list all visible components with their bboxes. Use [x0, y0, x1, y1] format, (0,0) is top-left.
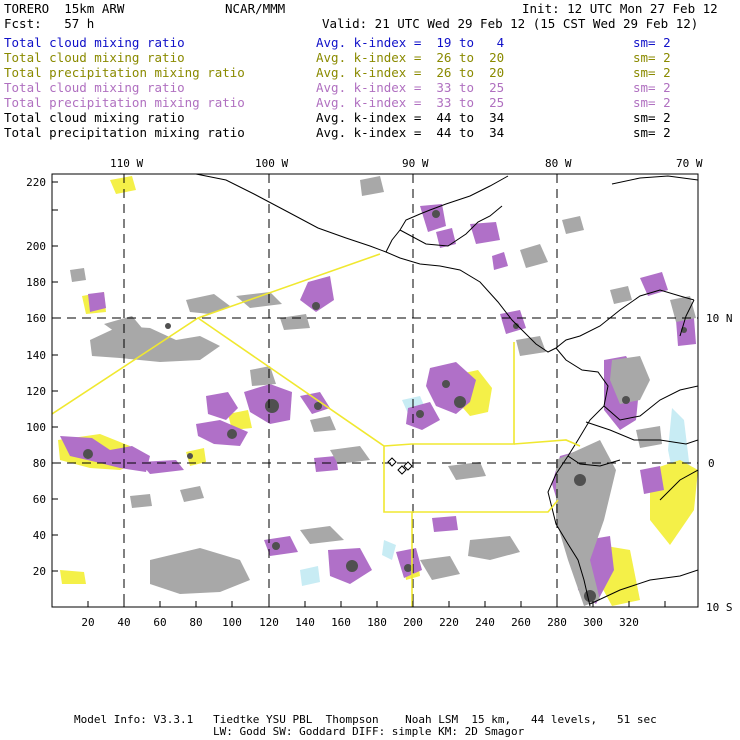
y-tick-label: 40: [33, 529, 46, 542]
x-tick-label: 80: [189, 616, 202, 629]
x-tick-label: 20: [81, 616, 94, 629]
legend-row-kindex: Avg. k-index = 26 to 20: [316, 50, 505, 65]
cloud-areas-gray: [70, 176, 696, 606]
x-tick-label: 300: [583, 616, 603, 629]
legend-row-field: Total cloud mixing ratio: [4, 50, 185, 65]
x-tick-label: 320: [619, 616, 639, 629]
forecast-hour: Fcst: 57 h: [4, 16, 95, 31]
x-tick-label: 200: [403, 616, 423, 629]
legend-row-sm: sm= 2: [633, 35, 671, 50]
map-content: [52, 174, 698, 607]
valid-time: Valid: 21 UTC Wed 29 Feb 12 (15 CST Wed …: [322, 16, 699, 31]
init-time: Init: 12 UTC Mon 27 Feb 12: [522, 1, 718, 16]
y-tick-label: 220: [26, 176, 46, 189]
legend-row-field: Total precipitation mixing ratio: [4, 65, 245, 80]
legend-row-sm: sm= 2: [633, 110, 671, 125]
model-title: TORERO 15km ARW: [4, 1, 125, 16]
y-tick-labels: 20 40 60 80 100 120 140 160 180 200 220: [26, 176, 46, 578]
legend-row-field: Total cloud mixing ratio: [4, 110, 185, 125]
lat-label: 10 S: [706, 601, 733, 614]
legend-row-kindex: Avg. k-index = 26 to 20: [316, 65, 505, 80]
legend-row-sm: sm= 2: [633, 80, 671, 95]
lat-lon-grid: [52, 174, 698, 607]
x-tick-label: 260: [511, 616, 531, 629]
lon-label: 110 W: [110, 157, 143, 170]
x-tick-label: 100: [222, 616, 242, 629]
legend-row-sm: sm= 2: [633, 65, 671, 80]
legend-row-kindex: Avg. k-index = 44 to 34: [316, 125, 505, 140]
precip-areas-purple: [60, 204, 696, 604]
y-tick-label: 180: [26, 276, 46, 289]
legend-row-field: Total precipitation mixing ratio: [4, 95, 245, 110]
x-tick-label: 120: [259, 616, 279, 629]
model-info-line2: LW: Godd SW: Goddard DIFF: simple KM: 2D…: [213, 725, 525, 738]
y-tick-label: 60: [33, 493, 46, 506]
legend-row-field: Total cloud mixing ratio: [4, 80, 185, 95]
x-tick-label: 280: [547, 616, 567, 629]
lat-label: 10 N: [706, 312, 733, 325]
x-tick-label: 60: [153, 616, 166, 629]
y-tick-label: 20: [33, 565, 46, 578]
y-tick-label: 100: [26, 421, 46, 434]
y-tick-label: 140: [26, 349, 46, 362]
organization: NCAR/MMM: [225, 1, 286, 16]
x-tick-label: 180: [367, 616, 387, 629]
x-tick-label: 40: [117, 616, 130, 629]
x-tick-label: 220: [439, 616, 459, 629]
analysis-boxes: [52, 253, 581, 607]
tick-marks: [52, 181, 666, 607]
legend-row-kindex: Avg. k-index = 44 to 34: [316, 110, 505, 125]
y-tick-label: 200: [26, 240, 46, 253]
lon-label: 80 W: [545, 157, 572, 170]
legend-row-kindex: Avg. k-index = 33 to 25: [316, 80, 505, 95]
y-tick-label: 120: [26, 385, 46, 398]
latitude-labels: 10 N 0 10 S: [706, 312, 733, 614]
legend-row-field: Total precipitation mixing ratio: [4, 125, 245, 140]
y-tick-label: 160: [26, 312, 46, 325]
lon-label: 90 W: [402, 157, 429, 170]
legend-row-kindex: Avg. k-index = 33 to 25: [316, 95, 505, 110]
legend-row-sm: sm= 2: [633, 125, 671, 140]
lat-label: 0: [708, 457, 715, 470]
lon-label: 70 W: [676, 157, 703, 170]
legend-row-field: Total cloud mixing ratio: [4, 35, 185, 50]
longitude-labels: 110 W 100 W 90 W 80 W 70 W: [110, 157, 703, 170]
x-tick-label: 240: [475, 616, 495, 629]
x-tick-label: 160: [331, 616, 351, 629]
y-tick-label: 80: [33, 457, 46, 470]
model-info-line1: Model Info: V3.3.1 Tiedtke YSU PBL Thomp…: [74, 713, 657, 726]
legend-row-sm: sm= 2: [633, 50, 671, 65]
x-tick-label: 140: [295, 616, 315, 629]
lon-label: 100 W: [255, 157, 288, 170]
legend-row-kindex: Avg. k-index = 19 to 4: [316, 35, 505, 50]
x-tick-labels: 20 40 60 80 100 120 140 160 180 200 220 …: [81, 616, 639, 629]
legend-row-sm: sm= 2: [633, 95, 671, 110]
